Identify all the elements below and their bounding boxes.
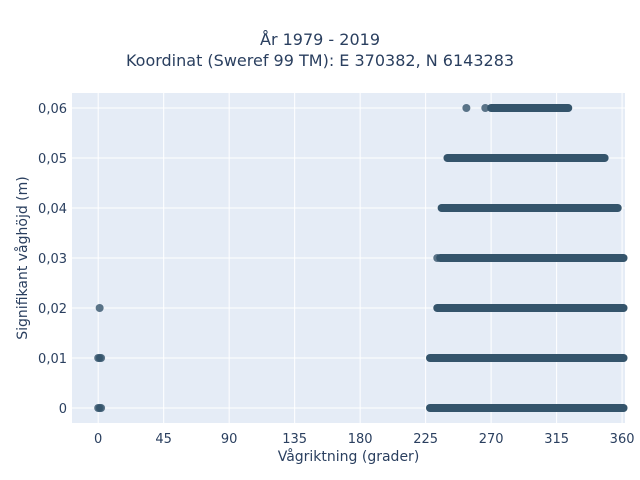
chart-title-block: År 1979 - 2019 Koordinat (Sweref 99 TM):… bbox=[0, 29, 640, 71]
x-tick-label: 315 bbox=[544, 432, 569, 447]
x-tick-label: 45 bbox=[155, 432, 172, 447]
x-tick-label: 90 bbox=[221, 432, 238, 447]
y-tick-label: 0,02 bbox=[38, 302, 67, 317]
data-point bbox=[433, 254, 442, 262]
data-point bbox=[481, 104, 490, 112]
x-tick-label: 270 bbox=[479, 432, 504, 447]
x-tick-label: 135 bbox=[282, 432, 307, 447]
y-tick-label: 0,06 bbox=[38, 102, 67, 117]
x-tick-label: 180 bbox=[348, 432, 373, 447]
y-tick-label: 0,04 bbox=[38, 202, 67, 217]
data-point bbox=[95, 304, 104, 312]
x-tick-label: 225 bbox=[413, 432, 438, 447]
chart-title: År 1979 - 2019 bbox=[260, 30, 380, 49]
data-point bbox=[97, 404, 106, 412]
x-axis-ticks: 0 45 90 135 180 225 270 315 360 bbox=[94, 432, 634, 447]
y-axis-ticks: 0 0,01 0,02 0,03 0,04 0,05 0,06 bbox=[38, 102, 67, 417]
data-point bbox=[462, 104, 471, 112]
x-tick-label: 0 bbox=[94, 432, 102, 447]
data-points bbox=[94, 104, 628, 412]
y-tick-label: 0,05 bbox=[38, 152, 67, 167]
y-tick-label: 0,03 bbox=[38, 252, 67, 267]
y-axis-title: Signifikant våghöjd (m) bbox=[14, 176, 31, 339]
y-tick-label: 0,01 bbox=[38, 352, 67, 367]
chart-subtitle: Koordinat (Sweref 99 TM): E 370382, N 61… bbox=[125, 51, 515, 70]
x-axis-title: Vågriktning (grader) bbox=[278, 448, 420, 465]
x-tick-label: 360 bbox=[610, 432, 635, 447]
y-tick-label: 0 bbox=[59, 402, 67, 417]
data-point bbox=[97, 354, 106, 362]
